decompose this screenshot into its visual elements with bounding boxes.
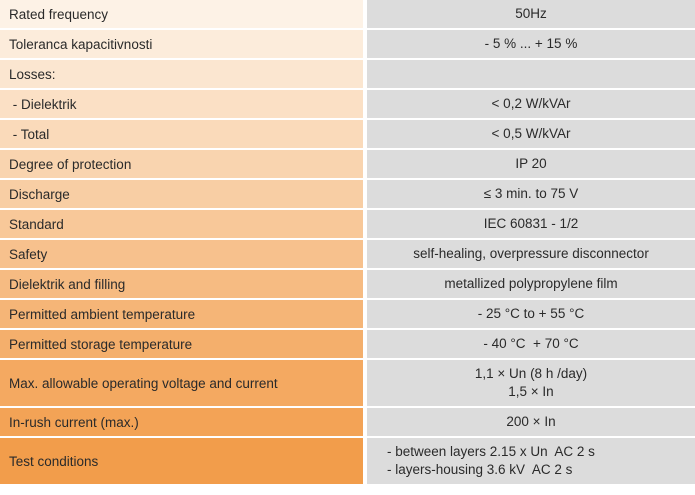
value-line: - 40 °C + 70 °C	[483, 336, 579, 351]
row-value: ≤ 3 min. to 75 V	[367, 180, 695, 208]
value-line: - 5 % ... + 15 %	[484, 36, 578, 51]
value-line: < 0,2 W/kVAr	[491, 96, 571, 111]
row-value: - between layers 2.15 x Un AC 2 s - laye…	[367, 438, 695, 484]
row-value: metallized polypropylene film	[367, 270, 695, 298]
row-value	[367, 60, 695, 88]
row-label: - Dielektrik	[0, 90, 363, 118]
row-value: IP 20	[367, 150, 695, 178]
row-value: - 40 °C + 70 °C	[367, 330, 695, 358]
row-label: Discharge	[0, 180, 363, 208]
row-label: Safety	[0, 240, 363, 268]
table-row: Safety self-healing, overpressure discon…	[0, 240, 695, 268]
table-row: - Dielektrik < 0,2 W/kVAr	[0, 90, 695, 118]
value-line: 1,5 × In	[508, 384, 554, 399]
row-label: Degree of protection	[0, 150, 363, 178]
table-row: Standard IEC 60831 - 1/2	[0, 210, 695, 238]
value-line: metallized polypropylene film	[444, 276, 618, 291]
row-value: IEC 60831 - 1/2	[367, 210, 695, 238]
row-label: Toleranca kapacitivnosti	[0, 30, 363, 58]
value-line: IEC 60831 - 1/2	[483, 216, 579, 231]
row-label: Standard	[0, 210, 363, 238]
row-value: 200 × In	[367, 408, 695, 436]
table-row: Permitted storage temperature - 40 °C + …	[0, 330, 695, 358]
table-row: Max. allowable operating voltage and cur…	[0, 360, 695, 406]
table-row: Discharge ≤ 3 min. to 75 V	[0, 180, 695, 208]
table-row: Toleranca kapacitivnosti - 5 % ... + 15 …	[0, 30, 695, 58]
table-row: Permitted ambient temperature - 25 °C to…	[0, 300, 695, 328]
row-label: Permitted ambient temperature	[0, 300, 363, 328]
value-line: 200 × In	[506, 414, 556, 429]
table-row: Rated frequency 50Hz	[0, 0, 695, 28]
row-value: self-healing, overpressure disconnector	[367, 240, 695, 268]
value-line: self-healing, overpressure disconnector	[413, 246, 649, 261]
table-row: - Total < 0,5 W/kVAr	[0, 120, 695, 148]
table-row: Losses:	[0, 60, 695, 88]
row-label: Max. allowable operating voltage and cur…	[0, 360, 363, 406]
row-value: 1,1 × Un (8 h /day) 1,5 × In	[367, 360, 695, 406]
row-value: < 0,5 W/kVAr	[367, 120, 695, 148]
value-line: 50Hz	[515, 6, 547, 21]
table-row: Test conditions - between layers 2.15 x …	[0, 438, 695, 484]
row-label: Losses:	[0, 60, 363, 88]
value-line: - layers-housing 3.6 kV AC 2 s	[387, 462, 573, 477]
row-value: < 0,2 W/kVAr	[367, 90, 695, 118]
row-label: Test conditions	[0, 438, 363, 484]
value-line: - 25 °C to + 55 °C	[477, 306, 585, 321]
row-label: Permitted storage temperature	[0, 330, 363, 358]
row-value: - 25 °C to + 55 °C	[367, 300, 695, 328]
row-value: - 5 % ... + 15 %	[367, 30, 695, 58]
row-label: Rated frequency	[0, 0, 363, 28]
row-label: Dielektrik and filling	[0, 270, 363, 298]
value-line: IP 20	[515, 156, 547, 171]
row-value: 50Hz	[367, 0, 695, 28]
value-line: 1,1 × Un (8 h /day)	[474, 366, 588, 381]
table-row: Dielektrik and filling metallized polypr…	[0, 270, 695, 298]
table-row: In-rush current (max.) 200 × In	[0, 408, 695, 436]
row-label: In-rush current (max.)	[0, 408, 363, 436]
row-label: - Total	[0, 120, 363, 148]
value-line: - between layers 2.15 x Un AC 2 s	[387, 444, 595, 459]
value-line: ≤ 3 min. to 75 V	[483, 186, 579, 201]
table-row: Degree of protection IP 20	[0, 150, 695, 178]
value-line: < 0,5 W/kVAr	[491, 126, 571, 141]
